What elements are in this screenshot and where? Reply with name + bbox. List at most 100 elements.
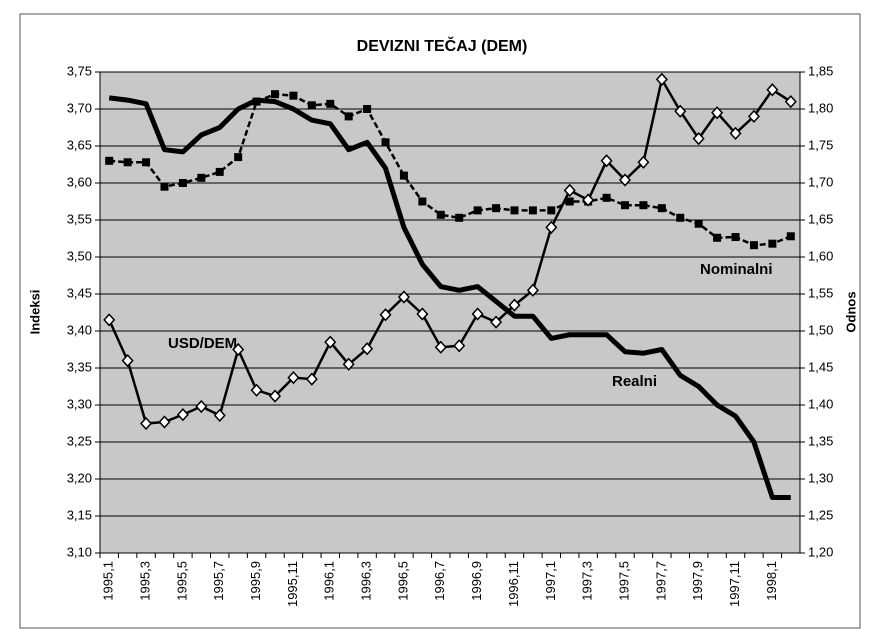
marker — [565, 197, 574, 206]
y-tick-label: 3,35 — [67, 359, 92, 374]
y-tick-label: 3,25 — [67, 433, 92, 448]
y-tick-label: 3,40 — [67, 322, 92, 337]
y2-tick-label: 1,25 — [808, 507, 833, 522]
marker — [621, 201, 629, 210]
y-tick-label: 3,75 — [67, 63, 92, 78]
x-tick-label: 1996,7 — [432, 561, 447, 601]
marker — [305, 372, 318, 386]
marker — [545, 220, 558, 235]
x-tick-label: 1996,5 — [395, 561, 410, 601]
x-tick-label: 1997,1 — [543, 561, 558, 601]
marker — [600, 154, 613, 168]
marker — [526, 283, 539, 297]
marker — [711, 106, 724, 120]
x-tick-label: 1997,11 — [727, 561, 742, 607]
marker — [766, 83, 779, 97]
y-tick-label: 3,30 — [67, 396, 92, 411]
marker — [436, 210, 445, 219]
y2-tick-label: 1,70 — [808, 174, 833, 189]
marker — [158, 415, 171, 429]
marker — [363, 105, 372, 113]
marker — [473, 206, 482, 215]
y2-tick-label: 1,85 — [808, 63, 833, 78]
marker — [618, 173, 632, 187]
marker — [213, 408, 226, 422]
y2-tick-label: 1,75 — [808, 137, 833, 152]
x-tick-label: 1995,5 — [174, 561, 189, 601]
marker — [637, 155, 650, 169]
marker — [676, 213, 685, 222]
marker — [268, 389, 282, 403]
x-tick-label: 1997,9 — [690, 561, 705, 601]
y-tick-label: 3,60 — [67, 174, 92, 189]
marker — [768, 239, 777, 248]
marker — [453, 339, 466, 353]
marker — [252, 97, 261, 106]
marker — [749, 241, 758, 250]
y2-tick-label: 1,30 — [808, 470, 833, 485]
x-tick-label: 1995,11 — [285, 561, 300, 607]
marker — [176, 408, 189, 422]
marker — [103, 313, 116, 327]
plot-area — [99, 71, 801, 554]
y2-tick-label: 1,35 — [808, 433, 833, 448]
marker — [232, 342, 245, 357]
marker — [289, 91, 298, 100]
y-axis-label: Indeksi — [27, 290, 42, 335]
x-tick-label: 1995,9 — [248, 561, 263, 601]
marker — [582, 193, 595, 207]
marker — [140, 416, 153, 431]
marker — [287, 371, 300, 385]
marker — [178, 179, 187, 187]
marker — [784, 94, 797, 109]
chart-title: DEVIZNI TEČAJ (DEM) — [357, 36, 528, 55]
marker — [361, 342, 374, 356]
marker — [747, 109, 760, 124]
marker — [692, 131, 705, 146]
marker — [657, 204, 666, 213]
marker — [602, 193, 611, 202]
marker — [342, 357, 355, 371]
marker — [490, 315, 503, 329]
marker — [160, 182, 169, 191]
marker — [307, 101, 316, 110]
marker — [418, 197, 427, 206]
y-tick-label: 3,50 — [67, 248, 92, 263]
marker — [455, 213, 464, 222]
y2-tick-label: 1,65 — [808, 211, 833, 226]
marker — [379, 308, 392, 322]
marker — [786, 232, 795, 241]
marker — [381, 138, 390, 147]
marker — [105, 156, 114, 165]
y2-tick-label: 1,45 — [808, 359, 833, 374]
y-tick-label: 3,45 — [67, 285, 92, 300]
y2-tick-label: 1,40 — [808, 396, 833, 411]
x-tick-label: 1995,7 — [211, 561, 226, 601]
y-tick-label: 3,70 — [67, 100, 92, 115]
marker — [215, 167, 224, 176]
series-line — [108, 78, 792, 425]
marker — [326, 99, 335, 108]
marker — [528, 206, 537, 215]
y-tick-label: 3,10 — [67, 544, 92, 559]
y-tick-label: 3,15 — [67, 507, 92, 522]
marker — [142, 158, 151, 167]
x-tick-label: 1996,9 — [469, 561, 484, 601]
marker — [563, 183, 576, 198]
marker — [471, 307, 484, 321]
marker — [508, 298, 521, 312]
marker — [655, 72, 668, 87]
marker — [731, 233, 740, 242]
marker — [195, 399, 208, 414]
marker — [694, 219, 703, 228]
marker — [197, 173, 206, 182]
marker — [416, 307, 429, 321]
series-label: Nominalni — [700, 261, 773, 278]
x-tick-label: 1997,5 — [616, 561, 631, 601]
marker — [674, 104, 687, 118]
marker — [713, 233, 722, 242]
x-tick-label: 1996,3 — [359, 561, 374, 601]
y2-tick-label: 1,50 — [808, 322, 833, 337]
y-tick-label: 3,55 — [67, 211, 92, 226]
